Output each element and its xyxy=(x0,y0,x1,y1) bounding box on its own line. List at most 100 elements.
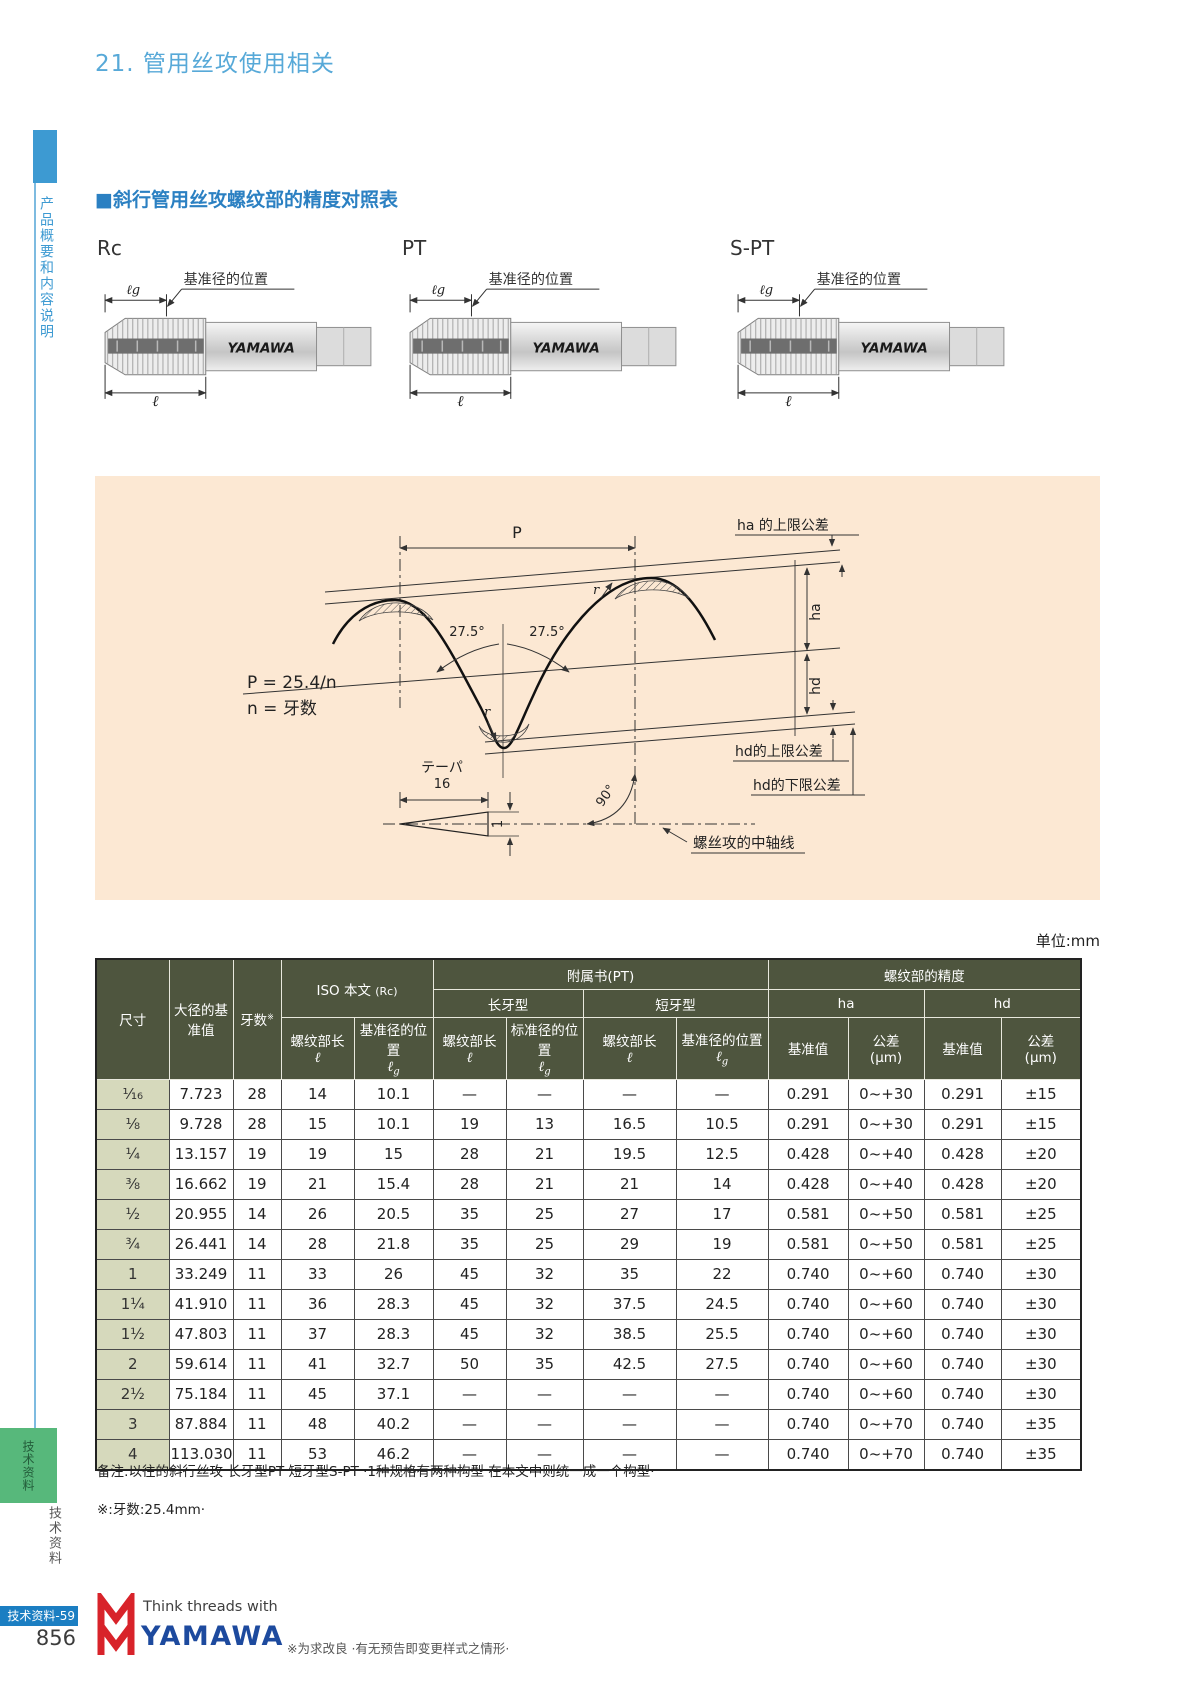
flank-angle-right: 27.5° xyxy=(529,625,564,640)
page-title: 21. 管用丝攻使用相关 xyxy=(95,51,335,77)
table-cell: 45 xyxy=(432,1258,507,1290)
col-header-size: 尺寸 xyxy=(95,958,170,1080)
table-cell: 0.581 xyxy=(767,1198,849,1230)
tap-illustration: 基准径的位置 ℓg YAMAWA ℓ xyxy=(737,271,1005,410)
table-cell: 0.291 xyxy=(767,1108,849,1140)
table-cell: 12.5 xyxy=(675,1138,769,1170)
table-cell: 37 xyxy=(280,1318,355,1350)
table-cell: — xyxy=(505,1078,584,1110)
table-cell: ±35 xyxy=(1000,1408,1082,1440)
sidebar-green-box: 技术资料 xyxy=(0,1428,57,1503)
pitch-formula: P = 25.4/n xyxy=(247,673,337,693)
figure-rc: Rc 基准径的位置 ℓg xyxy=(95,236,387,411)
table-cell: 28.3 xyxy=(353,1318,434,1350)
table-cell: 0.740 xyxy=(923,1438,1002,1471)
lg-dimension-label: ℓg xyxy=(759,283,773,298)
table-cell: 0~+60 xyxy=(847,1348,925,1380)
col-group-long-type: 长牙型 xyxy=(432,989,584,1018)
table-cell-size: 3 xyxy=(95,1408,170,1440)
l-dimension-label: ℓ xyxy=(785,392,792,407)
table-cell: 19 xyxy=(280,1138,355,1170)
figure-label: Rc xyxy=(97,236,122,260)
sidebar-label-top: 产品概要和内容说明 xyxy=(38,196,54,340)
table-cell: 35 xyxy=(505,1348,584,1380)
table-cell: 32 xyxy=(505,1288,584,1320)
sidebar-tab xyxy=(33,130,57,183)
table-cell: 0.740 xyxy=(767,1288,849,1320)
col-header-long-length: 螺纹部长 ℓ xyxy=(432,1017,507,1080)
table-body: ¹⁄₁₆ 7.723 28 14 10.1 — — — — 0.291 0~+3… xyxy=(95,1078,1082,1471)
table-cell: 41.910 xyxy=(168,1288,234,1320)
ha-dim-label: ha xyxy=(808,603,824,620)
remark-note: 备注:以往的斜行丝攻 长牙型PT 短牙型S-PT ·1种规格有两种构型 在本文中… xyxy=(97,1464,655,1480)
table-cell: 20.5 xyxy=(353,1198,434,1230)
threads-formula: n = 牙数 xyxy=(247,699,317,719)
table-cell: ±25 xyxy=(1000,1228,1082,1260)
table-cell: ±30 xyxy=(1000,1318,1082,1350)
table-cell: 10.5 xyxy=(675,1108,769,1140)
table-cell: 32.7 xyxy=(353,1348,434,1380)
table-cell: 37.5 xyxy=(582,1288,677,1320)
table-cell: 28 xyxy=(432,1168,507,1200)
table-cell: — xyxy=(675,1438,769,1471)
table-cell-size: 4 xyxy=(95,1438,170,1471)
brand-on-tap: YAMAWA xyxy=(860,341,927,357)
table-row: 1½ 47.803 11 37 28.3 45 32 38.5 25.5 0.7… xyxy=(95,1318,1082,1350)
table-row: 2 59.614 11 41 32.7 50 35 42.5 27.5 0.74… xyxy=(95,1348,1082,1380)
tap-illustration: 基准径的位置 ℓg YAMAWA ℓ xyxy=(409,271,677,410)
col-header-threads: 牙数※ xyxy=(232,958,282,1080)
table-cell: 13 xyxy=(505,1108,584,1140)
table-row: 4 113.030 11 53 46.2 — — — — 0.740 0~+70… xyxy=(95,1438,1082,1471)
table-row: 2½ 75.184 11 45 37.1 — — — — 0.740 0~+60… xyxy=(95,1378,1082,1410)
hd-lower-tol-label: hd的下限公差 xyxy=(753,778,841,794)
table-cell: 21 xyxy=(505,1168,584,1200)
table-cell: 27 xyxy=(582,1198,677,1230)
table-cell: 0.740 xyxy=(767,1408,849,1440)
table-cell: 0.740 xyxy=(923,1288,1002,1320)
table-cell: 0.740 xyxy=(923,1408,1002,1440)
table-cell: 9.728 xyxy=(168,1108,234,1140)
table-cell-size: ⅛ xyxy=(95,1108,170,1140)
l-dimension-label: ℓ xyxy=(152,392,159,407)
ref-position-label: 基准径的位置 xyxy=(817,271,901,288)
angle-90-label: 90° xyxy=(593,782,619,809)
table-cell-size: 1 xyxy=(95,1258,170,1290)
table-cell: 26.441 xyxy=(168,1228,234,1260)
table-cell: 0.740 xyxy=(767,1348,849,1380)
figure-pt: PT 基准径的位置 ℓg YAMAWA ℓ xyxy=(400,236,692,411)
table-row: 3 87.884 11 48 40.2 — — — — 0.740 0~+70 … xyxy=(95,1408,1082,1440)
table-cell: 41 xyxy=(280,1348,355,1380)
table-cell: 0~+50 xyxy=(847,1228,925,1260)
table-cell: — xyxy=(432,1438,507,1471)
table-cell: — xyxy=(582,1438,677,1471)
table-cell: ±25 xyxy=(1000,1198,1082,1230)
brand-on-tap: YAMAWA xyxy=(532,341,599,357)
table-cell: 0.428 xyxy=(767,1168,849,1200)
ref-position-label: 基准径的位置 xyxy=(184,271,268,288)
table-cell: 19 xyxy=(432,1108,507,1140)
table-cell: 0.740 xyxy=(923,1318,1002,1350)
figure-label: S-PT xyxy=(730,236,775,260)
sidebar-label-bottom: 技术资料 xyxy=(46,1506,61,1566)
table-cell: — xyxy=(582,1078,677,1110)
table-row: ½ 20.955 14 26 20.5 35 25 27 17 0.581 0~… xyxy=(95,1198,1082,1230)
table-cell: 25 xyxy=(505,1198,584,1230)
table-cell: 19 xyxy=(675,1228,769,1260)
table-cell: 14 xyxy=(675,1168,769,1200)
table-cell: 59.614 xyxy=(168,1348,234,1380)
table-cell: 0.291 xyxy=(923,1108,1002,1140)
table-cell: ±15 xyxy=(1000,1078,1082,1110)
table-cell: 14 xyxy=(232,1228,282,1260)
table-cell: 27.5 xyxy=(675,1348,769,1380)
table-cell: 14 xyxy=(232,1198,282,1230)
table-row: ⅛ 9.728 28 15 10.1 19 13 16.5 10.5 0.291… xyxy=(95,1108,1082,1140)
table-cell: 0~+60 xyxy=(847,1288,925,1320)
table-cell: 11 xyxy=(232,1348,282,1380)
col-header-short-ref-pos: 基准径的位置 ℓg xyxy=(675,1017,769,1080)
table-cell: 15 xyxy=(353,1138,434,1170)
table-cell: 10.1 xyxy=(353,1078,434,1110)
table-cell: 37.1 xyxy=(353,1378,434,1410)
table-cell: 32 xyxy=(505,1318,584,1350)
thread-profile-diagram: P 27.5° 27.5° P = 25.4/n n = 牙数 r r テーパ … xyxy=(95,476,1100,900)
table-cell: 26 xyxy=(280,1198,355,1230)
